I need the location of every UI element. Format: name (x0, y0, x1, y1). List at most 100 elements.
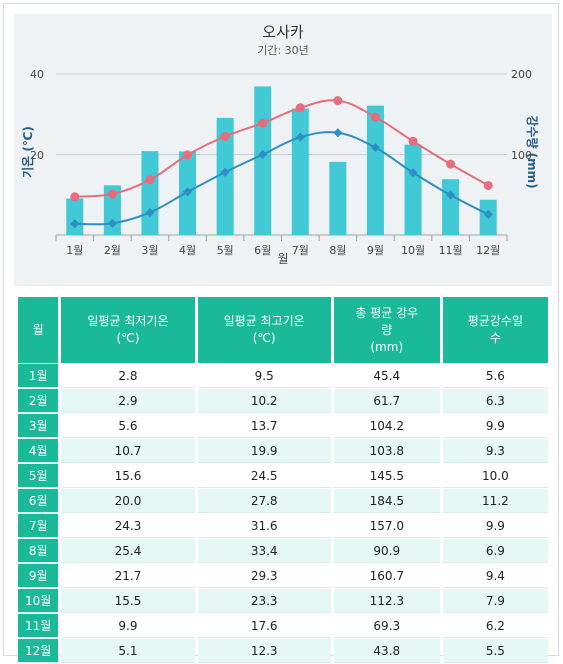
table-cell: 69.3 (333, 614, 440, 638)
table-row: 11월 9.9 17.6 69.3 6.2 (18, 614, 548, 638)
y-left-tick-40: 40 (30, 68, 44, 81)
table-cell: 7.9 (442, 589, 548, 613)
table-cell: 6.9 (442, 539, 548, 563)
table-cell: 15.6 (61, 464, 195, 488)
climate-table: 월 일평균 최저기온 (℃) 일평균 최고기온 (℃) 총 평균 강우 량 (mm) 평균강수일… (15, 296, 551, 664)
max-temp-point (70, 192, 80, 202)
table-cell: 10.2 (197, 389, 331, 413)
x-tick-label: 7월 (292, 244, 309, 257)
y-left-axis-title: 기온 (℃) (20, 126, 35, 178)
table-cell: 23.3 (197, 589, 331, 613)
x-tick-label: 6월 (254, 244, 271, 257)
table-cell: 19.9 (197, 439, 331, 463)
table-cell: 10.0 (442, 464, 548, 488)
table-cell: 24.5 (197, 464, 331, 488)
precip-bar (404, 144, 422, 235)
chart-title: 오사카 (262, 23, 304, 41)
table-cell: 33.4 (197, 539, 331, 563)
min-temp-point (370, 143, 380, 153)
x-axis-title: 월 (277, 252, 288, 266)
min-temp-point (258, 150, 268, 159)
y-right-axis-title: 강수량 (mm) (525, 115, 539, 188)
precip-bar (66, 198, 84, 235)
max-temp-line (74, 99, 489, 198)
table-row: 12월 5.1 12.3 43.8 5.5 (18, 639, 548, 663)
table-row: 5월 15.6 24.5 145.5 10.0 (18, 464, 548, 488)
table-cell: 184.5 (333, 489, 440, 513)
x-tick-label: 5월 (217, 244, 234, 257)
table-cell: 112.3 (333, 589, 440, 613)
max-temp-point (145, 175, 155, 185)
month-cell: 8월 (18, 539, 59, 563)
table-cell: 29.3 (197, 564, 331, 588)
x-tick-label: 2월 (104, 244, 121, 257)
month-cell: 3월 (18, 414, 59, 438)
max-temp-point (295, 103, 305, 113)
precip-bar (141, 151, 159, 235)
month-cell: 10월 (18, 589, 59, 613)
month-cell: 4월 (18, 439, 59, 463)
table-cell: 103.8 (333, 439, 440, 463)
x-tick-label: 8월 (329, 244, 346, 257)
table-row: 6월 20.0 27.8 184.5 11.2 (18, 489, 548, 513)
x-tick-label: 3월 (141, 244, 158, 257)
table-cell: 2.8 (61, 364, 195, 388)
table-header-row: 월 일평균 최저기온 (℃) 일평균 최고기온 (℃) 총 평균 강우 량 (mm) 평균강수일… (18, 297, 548, 363)
chart-subtitle: 기간: 30년 (257, 44, 309, 57)
column-header: 일평균 최고기온 (℃) (197, 297, 331, 363)
table-cell: 157.0 (333, 514, 440, 538)
max-temp-point (446, 159, 456, 169)
min-temp-point (70, 219, 80, 229)
precip-bar (254, 86, 272, 235)
table-cell: 6.3 (442, 389, 548, 413)
table-cell: 9.9 (61, 614, 195, 638)
x-tick-label: 11월 (439, 244, 463, 257)
table-row: 7월 24.3 31.6 157.0 9.9 (18, 514, 548, 538)
max-temp-point (333, 96, 343, 106)
min-temp-point (333, 128, 343, 138)
min-temp-point (295, 132, 305, 142)
climate-chart: 오사카 기간: 30년 1월 2월 3월 4월 5월 6월 7월 8월 9월 10월 11월 12월 … (20, 23, 539, 266)
min-temp-point (220, 167, 230, 177)
table-cell: 145.5 (333, 464, 440, 488)
y-left-tick-20: 20 (30, 149, 44, 162)
table-cell: 43.8 (333, 639, 440, 663)
min-temp-point (107, 218, 117, 228)
x-tick-label: 9월 (367, 244, 384, 257)
table-cell: 5.5 (442, 639, 548, 663)
table-row: 8월 25.4 33.4 90.9 6.9 (18, 539, 548, 563)
month-cell: 6월 (18, 489, 59, 513)
table-cell: 15.5 (61, 589, 195, 613)
precip-bar (329, 161, 347, 235)
max-temp-point (408, 136, 418, 146)
x-tick-label: 12월 (476, 244, 500, 257)
table-row: 10월 15.5 23.3 112.3 7.9 (18, 589, 548, 613)
table-cell: 9.9 (442, 414, 548, 438)
table-cell: 10.7 (61, 439, 195, 463)
climate-card: 오사카 기간: 30년 1월 2월 3월 4월 5월 6월 7월 8월 9월 10월 11월 12월 … (3, 3, 559, 663)
table-cell: 9.9 (442, 514, 548, 538)
table-cell: 9.3 (442, 439, 548, 463)
month-cell: 1월 (18, 364, 59, 388)
max-temp-point (107, 189, 117, 199)
column-header: 총 평균 강우 량 (mm) (333, 297, 440, 363)
table-cell: 9.5 (197, 364, 331, 388)
column-header: 일평균 최저기온 (℃) (61, 297, 195, 363)
min-temp-point (408, 168, 418, 178)
table-cell: 6.2 (442, 614, 548, 638)
x-tick-label: 1월 (66, 244, 83, 257)
month-cell: 9월 (18, 564, 59, 588)
month-cell: 12월 (18, 639, 59, 663)
precip-bar (442, 179, 460, 235)
y-right-tick-200: 200 (511, 68, 532, 81)
table-row: 1월 2.8 9.5 45.4 5.6 (18, 364, 548, 388)
chart-panel: 오사카 기간: 30년 1월 2월 3월 4월 5월 6월 7월 8월 9월 10월 11월 12월 … (14, 14, 552, 286)
table-cell: 5.6 (442, 364, 548, 388)
table-cell: 5.1 (61, 639, 195, 663)
table-cell: 25.4 (61, 539, 195, 563)
table-cell: 20.0 (61, 489, 195, 513)
table-cell: 90.9 (333, 539, 440, 563)
min-temp-point (183, 187, 193, 197)
column-header: 월 (18, 297, 59, 363)
column-header: 평균강수일 수 (442, 297, 548, 363)
